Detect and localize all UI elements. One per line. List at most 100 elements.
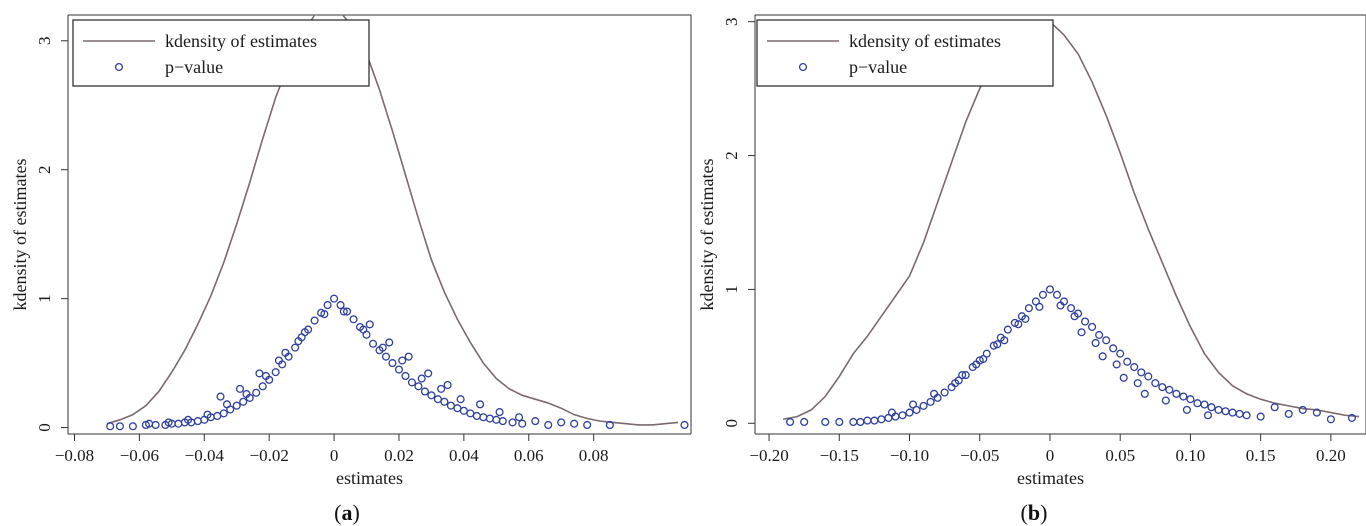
p-value-point bbox=[1077, 328, 1086, 337]
p-value-point bbox=[518, 419, 527, 428]
p-value-point bbox=[219, 409, 228, 418]
p-value-point bbox=[919, 401, 928, 410]
p-value-point bbox=[359, 325, 368, 334]
x-tick-label: −0.15 bbox=[820, 446, 859, 465]
legend-label-kdensity: kdensity of estimates bbox=[165, 31, 317, 51]
p-value-point bbox=[258, 382, 267, 391]
p-value-point bbox=[1024, 304, 1033, 313]
p-value-point bbox=[339, 307, 348, 316]
p-value-point bbox=[1151, 379, 1160, 388]
p-value-point bbox=[1070, 312, 1079, 321]
p-value-point bbox=[381, 352, 391, 361]
x-tick-label: −0.08 bbox=[55, 446, 94, 465]
p-value-point bbox=[979, 354, 988, 364]
p-value-point bbox=[951, 379, 960, 388]
p-value-point bbox=[1137, 368, 1146, 377]
x-tick-label: −0.06 bbox=[120, 446, 159, 465]
legend-box bbox=[756, 19, 1054, 87]
p-value-point bbox=[1109, 344, 1118, 353]
p-value-point bbox=[1235, 409, 1244, 418]
p-value-point bbox=[1284, 409, 1293, 418]
p-value-point bbox=[1021, 314, 1030, 323]
p-value-point bbox=[459, 406, 468, 415]
p-value-point bbox=[446, 401, 455, 410]
p-value-point bbox=[1102, 336, 1111, 345]
p-value-point bbox=[1133, 379, 1142, 388]
p-value-point bbox=[1045, 285, 1055, 294]
p-value-point bbox=[1186, 395, 1195, 404]
p-value-point bbox=[404, 352, 413, 361]
p-value-point bbox=[989, 341, 998, 350]
p-value-point bbox=[908, 400, 918, 409]
p-value-point bbox=[1179, 392, 1188, 401]
p-value-point bbox=[1052, 290, 1062, 299]
p-value-point bbox=[870, 416, 879, 425]
p-value-point bbox=[1010, 318, 1019, 327]
x-tick-label: 0.15 bbox=[1246, 446, 1276, 465]
p-value-point bbox=[453, 404, 462, 413]
legend-marker-swatch bbox=[114, 62, 124, 72]
p-value-point bbox=[514, 413, 524, 422]
p-value-point bbox=[1200, 400, 1209, 409]
p-value-point bbox=[417, 374, 426, 383]
p-value-point bbox=[440, 397, 449, 406]
p-value-point bbox=[407, 378, 417, 387]
p-value-point bbox=[239, 397, 248, 406]
y-tick-label: 1 bbox=[35, 294, 54, 303]
p-value-point bbox=[216, 392, 225, 401]
p-value-point bbox=[856, 417, 865, 427]
p-value-point bbox=[544, 420, 553, 430]
legend-marker-swatch bbox=[798, 62, 808, 72]
p-value-point bbox=[786, 417, 795, 427]
p-value-point bbox=[336, 301, 345, 310]
p-value-point bbox=[1161, 396, 1170, 405]
legend: kdensity of estimates p−value bbox=[72, 19, 370, 87]
chart-panel-b: −0.20 −0.15 −0.10 −0.05 0 0.05 0.10 0.15 0.20 0 1 2… bbox=[697, 14, 1366, 525]
p-value-point bbox=[1081, 317, 1090, 326]
p-value-point bbox=[680, 420, 689, 430]
legend-box bbox=[72, 19, 370, 87]
p-value-point bbox=[605, 420, 614, 430]
y-tick-label: 1 bbox=[722, 285, 741, 294]
legend-label-kdensity: kdensity of estimates bbox=[849, 31, 1001, 51]
p-value-point bbox=[877, 415, 886, 424]
p-value-point bbox=[570, 419, 579, 428]
p-value-point bbox=[398, 356, 407, 365]
p-value-point bbox=[1091, 338, 1100, 348]
p-value-point bbox=[424, 369, 433, 378]
p-value-point bbox=[291, 343, 300, 352]
p-value-point bbox=[479, 413, 488, 422]
x-tick-label: −0.05 bbox=[960, 446, 999, 465]
p-value-point bbox=[492, 415, 501, 424]
p-value-point bbox=[940, 388, 949, 397]
p-value-point bbox=[385, 338, 394, 347]
p-value-point bbox=[145, 419, 154, 428]
plot-area bbox=[782, 20, 1360, 427]
p-value-point bbox=[1035, 302, 1044, 311]
p-value-point bbox=[905, 408, 914, 417]
p-value-point bbox=[420, 387, 429, 396]
x-tick-label: −0.02 bbox=[250, 446, 289, 465]
p-value-point bbox=[485, 414, 494, 423]
p-value-point bbox=[1038, 290, 1047, 299]
x-tick-label: 0 bbox=[1046, 446, 1055, 465]
x-tick-label: 0 bbox=[330, 446, 339, 465]
p-value-point bbox=[320, 310, 329, 319]
p-value-point bbox=[508, 418, 517, 427]
p-value-point bbox=[394, 365, 404, 374]
p-value-point bbox=[1095, 330, 1104, 339]
p-value-point bbox=[281, 348, 290, 357]
p-value-point bbox=[1193, 399, 1202, 408]
p-value-point bbox=[330, 294, 339, 303]
p-value-point bbox=[294, 337, 303, 346]
p-value-point bbox=[310, 316, 319, 325]
p-value-point bbox=[1158, 383, 1167, 392]
p-value-point bbox=[213, 411, 222, 421]
p-value-point bbox=[898, 411, 907, 420]
p-value-point bbox=[193, 417, 202, 426]
p-value-point bbox=[863, 416, 872, 425]
p-value-point bbox=[1312, 408, 1321, 417]
p-value-point bbox=[835, 417, 844, 427]
p-value-point bbox=[242, 389, 251, 399]
p-value-point bbox=[1088, 322, 1097, 331]
